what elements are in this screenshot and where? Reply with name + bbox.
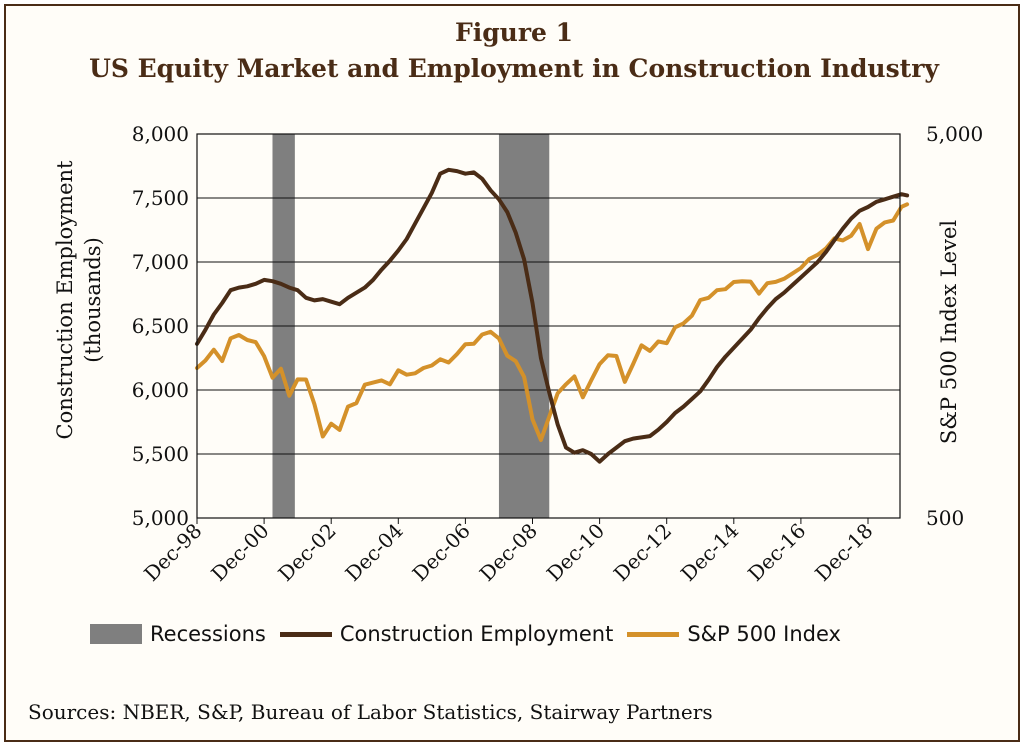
- left-axis-title-line2: (thousands): [81, 237, 105, 363]
- figure-label: Figure 1: [454, 18, 574, 47]
- legend-item-sp500: S&P 500 Index: [627, 622, 841, 646]
- left-tick-label: 5,500: [132, 442, 189, 466]
- x-axis-ticks: Dec-98 Dec-00 Dec-02 Dec-04 Dec-06 Dec-08 Dec-…: [139, 518, 878, 586]
- x-tick-label: Dec-18: [810, 519, 877, 586]
- right-axis-ticks: 500 5,000: [926, 122, 983, 530]
- chart-title: US Equity Market and Employment in Const…: [89, 54, 939, 83]
- x-tick-label: Dec-14: [676, 519, 743, 586]
- left-axis-ticks: 5,000 5,500 6,000 6,500 7,000 7,500 8,000: [132, 122, 189, 530]
- x-tick-label: Dec-06: [408, 519, 475, 586]
- left-tick-label: 6,000: [132, 378, 189, 402]
- legend-label-employment: Construction Employment: [339, 622, 614, 646]
- left-tick-label: 5,000: [132, 506, 189, 530]
- legend-item-recessions: Recessions: [90, 622, 266, 646]
- sp500-swatch: [627, 631, 680, 637]
- left-tick-label: 6,500: [132, 314, 189, 338]
- legend-item-employment: Construction Employment: [279, 622, 614, 646]
- x-tick-label: Dec-16: [743, 519, 810, 586]
- x-tick-label: Dec-08: [475, 519, 542, 586]
- left-tick-label: 7,000: [132, 250, 189, 274]
- legend: Recessions Construction Employment S&P 5…: [90, 622, 855, 646]
- x-tick-label: Dec-02: [273, 519, 340, 586]
- legend-label-recessions: Recessions: [150, 622, 266, 646]
- employment-swatch: [279, 631, 332, 637]
- legend-label-sp500: S&P 500 Index: [687, 622, 841, 646]
- x-tick-label: Dec-10: [542, 519, 609, 586]
- construction-employment-line: [195, 167, 910, 464]
- right-axis-title: S&P 500 Index Level: [937, 220, 961, 445]
- left-tick-label: 8,000: [132, 122, 189, 146]
- x-tick-label: Dec-00: [206, 519, 273, 586]
- sources-note: Sources: NBER, S&P, Bureau of Labor Stat…: [28, 700, 713, 724]
- x-tick-label: Dec-04: [340, 519, 407, 586]
- left-tick-label: 7,500: [132, 186, 189, 210]
- recession-swatch: [90, 624, 142, 644]
- right-tick-label: 5,000: [926, 122, 983, 146]
- right-tick-label: 500: [926, 506, 964, 530]
- x-tick-label: Dec-12: [609, 519, 676, 586]
- series-lines: [195, 167, 910, 464]
- left-axis-title-line1: Construction Employment: [53, 160, 77, 440]
- plot-border: [196, 133, 901, 519]
